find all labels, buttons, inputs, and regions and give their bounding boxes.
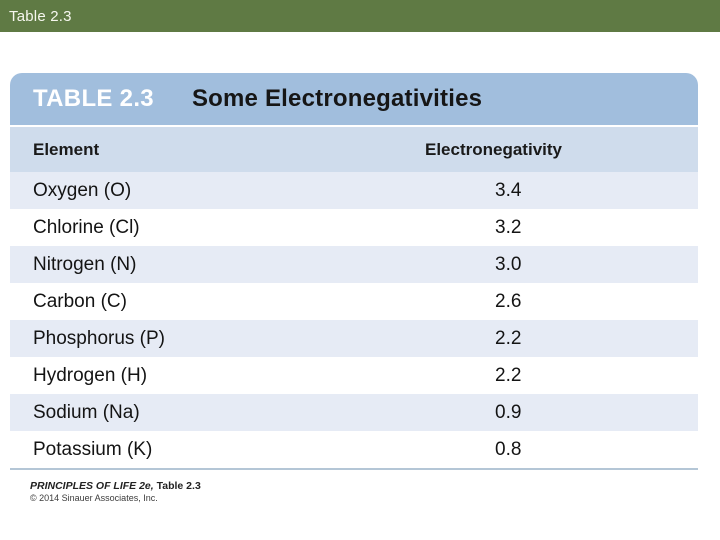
table-number-label: TABLE 2.3 [33, 85, 154, 112]
element-cell: Hydrogen (H) [33, 364, 148, 386]
window-titlebar: Table 2.3 [0, 0, 720, 32]
table-row: Potassium (K) 0.8 [10, 431, 698, 468]
column-header-electronegativity: Electronegativity [425, 139, 562, 159]
table-row: Chlorine (Cl) 3.2 [10, 209, 698, 246]
credit-copyright: © 2014 Sinauer Associates, Inc. [30, 493, 158, 503]
table-row: Phosphorus (P) 2.2 [10, 320, 698, 357]
electronegativity-cell: 3.2 [495, 216, 522, 238]
table-title: Some Electronegativities [191, 85, 483, 112]
credit-source: PRINCIPLES OF LIFE 2e, Table 2.3 [30, 480, 201, 492]
credit-source-rest: Table 2.3 [153, 480, 201, 492]
table-bottom-rule [10, 468, 698, 470]
table-row: Oxygen (O) 3.4 [10, 172, 698, 209]
electronegativity-cell: 2.2 [495, 364, 522, 386]
electronegativity-cell: 0.9 [495, 401, 522, 423]
element-cell: Phosphorus (P) [33, 327, 166, 349]
electronegativity-cell: 2.6 [495, 290, 522, 312]
column-header-element: Element [33, 139, 100, 159]
table-rows: Oxygen (O) 3.4 Chlorine (Cl) 3.2 Nitroge… [10, 172, 698, 468]
electronegativity-table: TABLE 2.3 Some Electronegativities Eleme… [10, 73, 698, 470]
window-title: Table 2.3 [9, 7, 72, 25]
table-row: Nitrogen (N) 3.0 [10, 246, 698, 283]
electronegativity-cell: 3.0 [495, 253, 522, 275]
element-cell: Oxygen (O) [33, 179, 132, 201]
table-title-bar: TABLE 2.3 Some Electronegativities [10, 73, 698, 125]
element-cell: Potassium (K) [33, 438, 153, 460]
electronegativity-cell: 0.8 [495, 438, 522, 460]
table-row: Sodium (Na) 0.9 [10, 394, 698, 431]
element-cell: Chlorine (Cl) [33, 216, 140, 238]
electronegativity-cell: 2.2 [495, 327, 522, 349]
credit-line: PRINCIPLES OF LIFE 2e, Table 2.3 © 2014 … [30, 480, 201, 503]
table-row: Hydrogen (H) 2.2 [10, 357, 698, 394]
credit-source-italic: PRINCIPLES OF LIFE 2e, [30, 480, 154, 492]
element-cell: Sodium (Na) [33, 401, 140, 423]
element-cell: Nitrogen (N) [33, 253, 137, 275]
table-column-header: Element Electronegativity [10, 127, 698, 172]
table-row: Carbon (C) 2.6 [10, 283, 698, 320]
element-cell: Carbon (C) [33, 290, 127, 312]
electronegativity-cell: 3.4 [495, 179, 522, 201]
